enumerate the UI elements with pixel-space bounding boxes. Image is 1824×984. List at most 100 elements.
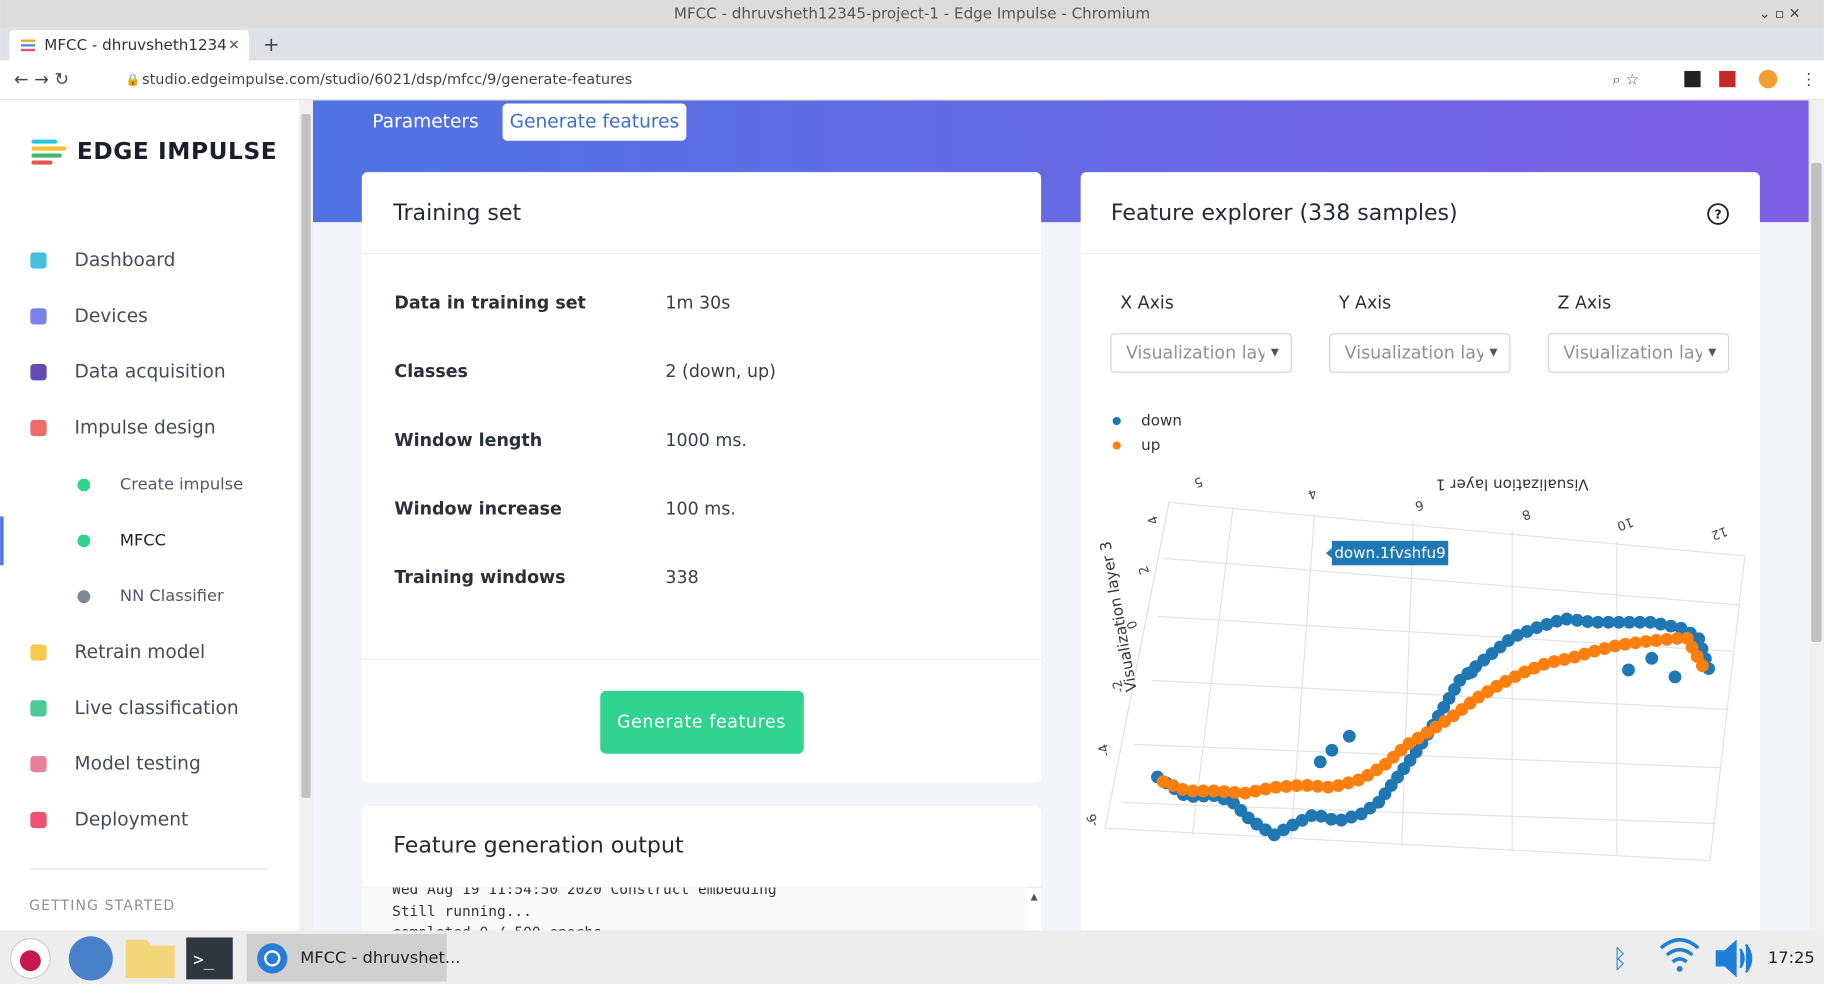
status-dot — [77, 478, 91, 492]
extension[interactable] — [1719, 70, 1736, 88]
tick-label: -2 — [1110, 678, 1128, 695]
task-label: MFCC - dhruvshet... — [300, 948, 460, 967]
toolbar-icons[interactable]: ⌕ ☆ — [1612, 71, 1639, 89]
scroll-arrow[interactable]: ▲ — [1031, 891, 1039, 902]
row-value: 1000 ms. — [665, 431, 747, 451]
log-line: Still running... — [392, 904, 532, 920]
clock: 17:25 — [1768, 948, 1815, 967]
profile[interactable] — [1758, 69, 1778, 89]
window-controls[interactable]: ⌄ ▫ ✕ — [1759, 6, 1801, 22]
card-title: Training set — [392, 200, 521, 226]
row-label: Training windows — [394, 568, 565, 588]
tab-active[interactable] — [502, 103, 687, 141]
generate-button[interactable] — [600, 690, 804, 754]
axis-title: Visualization layer 1 — [1436, 475, 1589, 493]
tab-title: MFCC - dhruvsheth1234 — [44, 36, 226, 54]
training-card — [361, 172, 1042, 783]
window-title: MFCC - dhruvsheth12345-project-1 - Edge … — [674, 4, 1150, 22]
card-title: Feature generation output — [393, 833, 684, 859]
tick-label: -4 — [1096, 742, 1114, 759]
tick-label: 10 — [1615, 514, 1635, 534]
help-icon[interactable] — [1707, 203, 1729, 225]
bluetooth[interactable]: ᛒ — [1612, 945, 1627, 975]
scatter-points — [1151, 612, 1717, 843]
select-mask — [1701, 337, 1726, 369]
tooltip-text: down.1fvshfu9 — [1334, 544, 1445, 562]
row-label: Data in training set — [394, 294, 585, 314]
card-title: Feature explorer (338 samples) — [1111, 200, 1458, 226]
volume[interactable] — [1715, 939, 1753, 978]
nav-item[interactable]: Impulse design — [75, 418, 216, 439]
file-manager[interactable] — [125, 939, 175, 979]
section-title: GETTING STARTED — [29, 898, 175, 914]
nav-icon — [30, 252, 47, 269]
axis-label: Y Axis — [1338, 294, 1391, 314]
nav-item[interactable]: Live classification — [75, 698, 239, 719]
select-mask — [1483, 337, 1507, 369]
nav-item[interactable]: Dashboard — [75, 250, 176, 271]
tab-parameters[interactable]: Parameters — [372, 112, 478, 133]
status-dot — [77, 534, 91, 548]
browser-tab[interactable] — [9, 30, 250, 61]
select-placeholder[interactable]: Visualization laye — [1563, 344, 1715, 364]
nav-item[interactable]: Devices — [75, 306, 148, 327]
row-value: 338 — [665, 568, 698, 588]
new-tab[interactable]: + — [263, 33, 280, 56]
row-value: 1m 30s — [665, 294, 730, 314]
select-caret: ▼ — [1490, 346, 1499, 358]
nav-icon — [30, 700, 47, 717]
axis-label: Z Axis — [1558, 294, 1612, 314]
lock-icon: 🔒 — [126, 73, 140, 87]
axis-select[interactable] — [1110, 333, 1292, 373]
axis-select[interactable] — [1547, 333, 1730, 373]
browser-launcher[interactable] — [68, 936, 113, 981]
select-placeholder[interactable]: Visualization laye — [1126, 344, 1278, 364]
terminal-icon: >_ — [193, 951, 214, 971]
nav-sub-item[interactable]: Create impulse — [120, 475, 243, 494]
nav-icon — [30, 756, 47, 773]
log-line: Wed Aug 19 11:54:50 2020 Construct embed… — [392, 882, 777, 898]
legend-swatch — [1112, 441, 1121, 450]
url[interactable]: studio.edgeimpulse.com/studio/6021/dsp/m… — [142, 72, 632, 88]
tick-label: 12 — [1709, 523, 1729, 543]
log-line: completed 0 / 500 epochs — [392, 925, 602, 941]
nav-icon — [30, 364, 47, 381]
select-mask — [1264, 337, 1288, 369]
nav-item[interactable]: Retrain model — [75, 642, 206, 663]
tab-bar — [0, 27, 1824, 61]
nav-icon — [30, 644, 47, 661]
nav-icon — [30, 308, 47, 325]
select-caret: ▼ — [1708, 346, 1717, 358]
row-label: Classes — [394, 362, 468, 382]
legend-label[interactable]: down — [1141, 412, 1182, 430]
legend-label[interactable]: up — [1141, 436, 1160, 454]
address-bar — [0, 60, 1824, 101]
axis-select[interactable] — [1328, 333, 1511, 373]
wifi[interactable] — [1659, 938, 1700, 964]
terminal[interactable] — [186, 937, 233, 980]
sidebar — [0, 100, 300, 931]
menu[interactable]: ⋮ — [1801, 70, 1817, 89]
tab-close[interactable]: ✕ — [228, 37, 240, 53]
nav-sub-item[interactable]: MFCC — [120, 530, 166, 549]
nav-item[interactable]: Deployment — [75, 809, 189, 830]
row-label: Window length — [394, 431, 542, 451]
tab-generate[interactable]: Generate features — [510, 112, 680, 133]
nav-item[interactable]: Model testing — [75, 754, 201, 775]
select-placeholder[interactable]: Visualization laye — [1345, 344, 1497, 364]
row-label: Window increase — [394, 499, 561, 519]
brand: EDGE IMPULSE — [77, 138, 277, 165]
button-label[interactable]: Generate features — [617, 712, 786, 732]
plot-grid — [1104, 501, 1746, 862]
row-value: 100 ms. — [665, 499, 735, 519]
nav-icon — [30, 811, 47, 829]
extension[interactable] — [1684, 70, 1701, 88]
legend-swatch — [1112, 416, 1121, 426]
nav-sub-item[interactable]: NN Classifier — [120, 586, 224, 605]
help-icon[interactable]: ? — [1714, 208, 1721, 223]
logo — [31, 139, 67, 165]
active-indicator — [0, 516, 4, 566]
nav-item[interactable]: Data acquisition — [75, 362, 226, 383]
nav-buttons[interactable]: ← → ↻ — [14, 70, 69, 90]
